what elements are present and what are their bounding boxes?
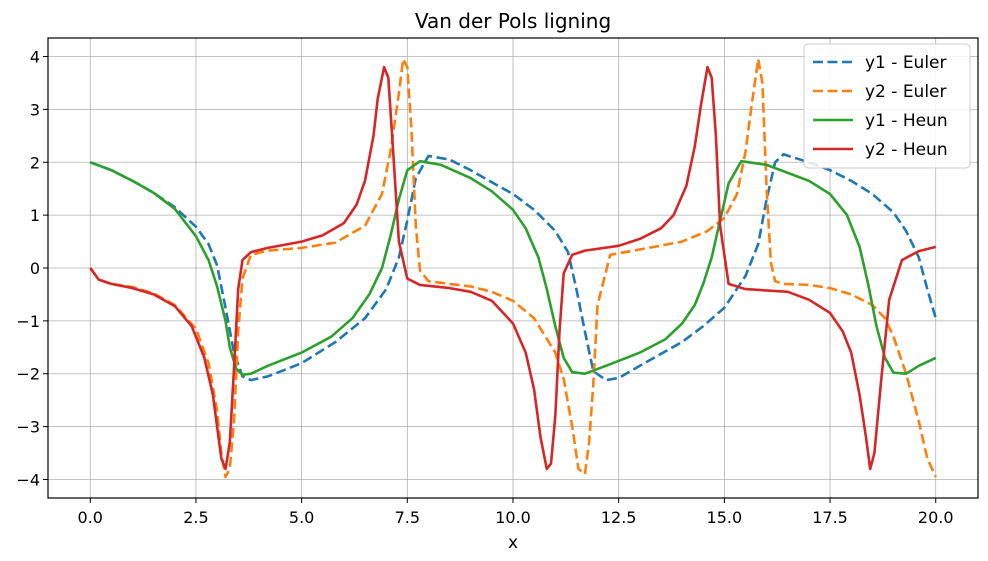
legend-label: y2 - Heun [865,140,948,160]
y-tick-label: 1 [30,206,40,225]
y-tick-label: 3 [30,100,40,119]
chart-title: Van der Pols ligning [415,9,611,33]
x-tick-label: 20.0 [918,508,954,527]
x-tick-label: 12.5 [601,508,637,527]
legend-box [803,43,971,169]
y-tick-label: −3 [16,418,40,437]
legend-label: y1 - Euler [865,53,947,73]
series-lines [89,57,937,479]
series-line-4 [89,65,937,471]
legend-label: y1 - Heun [865,111,948,131]
y-tick-label: 4 [30,48,40,67]
y-tick-label: −1 [16,312,40,331]
x-tick-label: 0.0 [78,508,103,527]
x-tick-label: 2.5 [183,508,208,527]
y-tick-label: −2 [16,365,40,384]
legend: y1 - Euler y2 - Euler y1 - Heun y2 - Heun [803,43,971,169]
series-line-1 [89,153,937,382]
y-tick-label: 0 [30,259,40,278]
x-tick-label: 10.0 [495,508,531,527]
series-line-2 [89,57,937,479]
x-tick-label: 5.0 [289,508,314,527]
x-axis-label: x [508,533,518,553]
y-tick-label: −4 [16,470,40,489]
legend-label: y2 - Euler [865,82,947,102]
x-tick-label: 7.5 [395,508,420,527]
x-tick-label: 15.0 [707,508,743,527]
y-tick-label: 2 [30,153,40,172]
series-line-3 [89,159,937,377]
axis-ticks: 0.0 2.5 5.0 7.5 10.0 12.5 15.0 17.5 20.0 −4 −3 −2 −1… [16,48,953,527]
x-tick-label: 17.5 [812,508,848,527]
